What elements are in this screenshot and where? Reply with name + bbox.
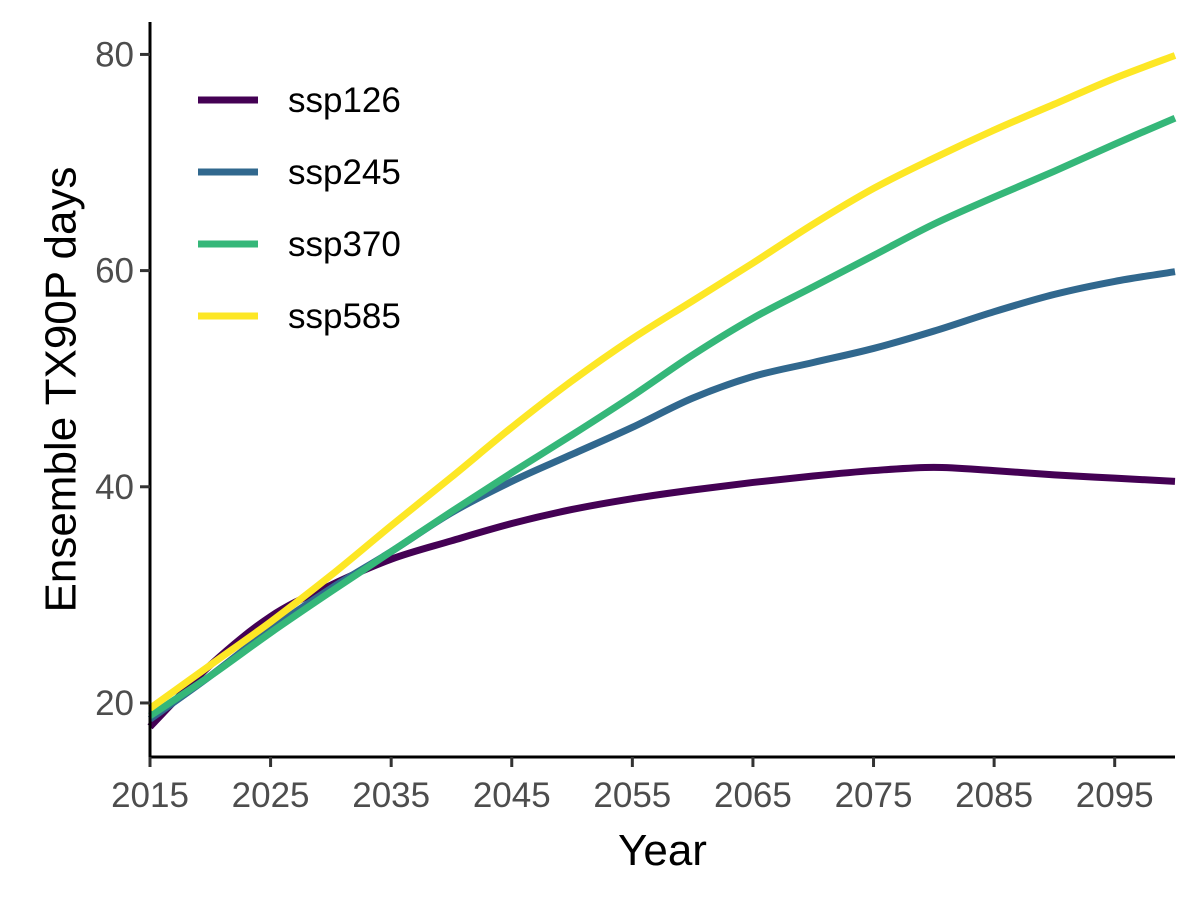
x-tick-label: 2015 — [111, 776, 189, 815]
x-tick-label: 2085 — [955, 776, 1033, 815]
x-tick-label: 2065 — [714, 776, 792, 815]
legend-label-ssp370: ssp370 — [288, 225, 401, 264]
legend-label-ssp585: ssp585 — [288, 297, 401, 336]
ticks: 2015 2025 2035 2045 2055 2065 2075 2085 2095 20 40… — [95, 35, 1154, 815]
x-tick-label: 2025 — [232, 776, 310, 815]
y-axis-title: Ensemble TX90P days — [36, 167, 85, 613]
x-tick-label: 2035 — [352, 776, 430, 815]
axes — [148, 22, 1175, 759]
legend-label-ssp126: ssp126 — [288, 81, 401, 120]
series-line-ssp585 — [147, 52, 1177, 712]
legend-label-ssp245: ssp245 — [288, 153, 401, 192]
x-tick-label: 2045 — [473, 776, 551, 815]
series-line-ssp370 — [148, 114, 1177, 719]
x-tick-label: 2095 — [1076, 776, 1154, 815]
plot-lines — [147, 52, 1177, 730]
x-axis-title: Year — [618, 826, 707, 875]
legend: ssp126 ssp245 ssp370 ssp585 — [198, 81, 401, 336]
y-tick-label: 40 — [95, 468, 134, 507]
y-tick-label: 20 — [95, 684, 134, 723]
y-tick-label: 80 — [95, 35, 134, 74]
x-tick-label: 2075 — [835, 776, 913, 815]
y-tick-label: 60 — [95, 252, 134, 291]
x-tick-label: 2055 — [593, 776, 671, 815]
